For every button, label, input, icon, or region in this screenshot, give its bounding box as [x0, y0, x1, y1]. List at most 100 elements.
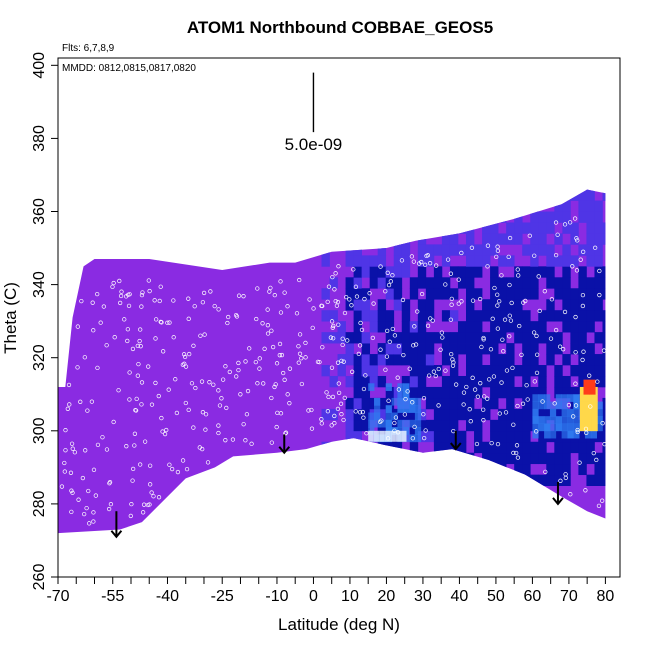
observation-point — [461, 402, 466, 407]
observation-point — [200, 300, 206, 305]
field-cell — [353, 365, 362, 377]
field-cell — [401, 189, 411, 201]
field-cell — [570, 288, 579, 300]
observation-point — [180, 458, 186, 463]
observation-point — [108, 501, 114, 507]
field-cell — [514, 299, 523, 311]
field-cell — [611, 222, 619, 233]
field-hotspot-cell — [409, 397, 416, 406]
field-cell — [401, 474, 411, 486]
field-cell — [611, 387, 619, 398]
observation-point — [277, 353, 282, 358]
field-cell — [409, 343, 419, 355]
observation-point — [265, 307, 270, 312]
observation-point — [267, 289, 272, 294]
observation-point — [243, 359, 248, 364]
field-hotspot-cell — [374, 412, 381, 421]
observation-point — [454, 382, 459, 387]
field-cell — [594, 463, 603, 476]
observation-point — [575, 238, 580, 243]
field-cell — [538, 310, 547, 322]
field-cell — [594, 332, 603, 344]
field-cell — [490, 222, 499, 234]
observation-point — [492, 285, 497, 291]
observation-point — [421, 395, 427, 401]
field-cell — [425, 343, 435, 355]
field-cell — [337, 321, 346, 333]
field-cell — [498, 354, 507, 366]
observation-point — [469, 245, 475, 250]
observation-point — [515, 267, 520, 272]
field-cell — [449, 408, 459, 421]
field-cell — [546, 310, 555, 322]
field-cell — [377, 474, 387, 486]
descent-arrow-head — [552, 497, 564, 506]
observation-point — [495, 303, 500, 308]
observation-point — [516, 273, 521, 278]
field-cell — [465, 222, 475, 234]
field-cell — [594, 474, 603, 486]
observation-point — [127, 397, 132, 402]
field-cell — [514, 408, 523, 421]
x-tick-label: -55 — [101, 588, 124, 605]
field-cell — [586, 288, 595, 300]
observation-point — [269, 440, 274, 445]
field-cell — [490, 266, 499, 278]
observation-point — [395, 430, 401, 435]
field-cell — [361, 310, 371, 322]
field-cell — [538, 244, 547, 256]
field-cell — [482, 222, 491, 234]
field-cell — [586, 189, 595, 201]
observation-point — [449, 302, 454, 307]
observation-point — [70, 446, 75, 451]
observation-point — [383, 367, 388, 372]
field-cell — [433, 408, 443, 421]
field-cell — [361, 419, 371, 432]
observation-point — [361, 386, 367, 392]
y-tick-label: 380 — [31, 125, 48, 152]
observation-point — [230, 437, 236, 442]
observation-point — [158, 319, 163, 325]
observation-point — [427, 261, 433, 266]
field-cell — [602, 397, 606, 410]
field-cell — [514, 452, 523, 465]
field-cell — [498, 452, 507, 465]
field-cell — [457, 430, 467, 443]
field-cell — [578, 168, 586, 179]
observation-point — [506, 254, 511, 260]
field-cell — [401, 211, 411, 223]
observation-point — [567, 220, 573, 225]
field-cell — [393, 244, 403, 256]
observation-point — [587, 373, 592, 378]
field-cell — [457, 277, 467, 289]
field-cell — [594, 288, 603, 300]
field-cell — [594, 222, 603, 234]
field-cell — [546, 255, 555, 267]
field-cell — [554, 365, 563, 377]
field-cell — [586, 343, 595, 355]
observation-point — [119, 289, 124, 294]
observation-point — [156, 393, 161, 399]
field-cell — [498, 168, 506, 179]
observation-point — [146, 364, 151, 369]
observation-point — [450, 363, 456, 368]
field-cell — [353, 244, 362, 256]
observation-point — [514, 450, 519, 456]
field-hotspot-cell — [573, 408, 580, 417]
field-cell — [449, 386, 459, 399]
observation-point — [349, 303, 354, 308]
y-tick-label: 280 — [31, 490, 48, 517]
observation-point — [360, 409, 365, 415]
field-cell — [465, 365, 475, 377]
field-cell — [385, 474, 395, 486]
field-cell — [345, 463, 354, 476]
field-cell — [353, 354, 362, 366]
observation-point — [116, 388, 121, 393]
field-cell — [562, 255, 571, 267]
field-cell — [490, 299, 499, 311]
field-cell — [361, 288, 371, 300]
field-cell — [506, 430, 515, 443]
field-cell — [514, 419, 523, 432]
observation-point — [85, 408, 90, 413]
observation-point — [153, 336, 158, 341]
